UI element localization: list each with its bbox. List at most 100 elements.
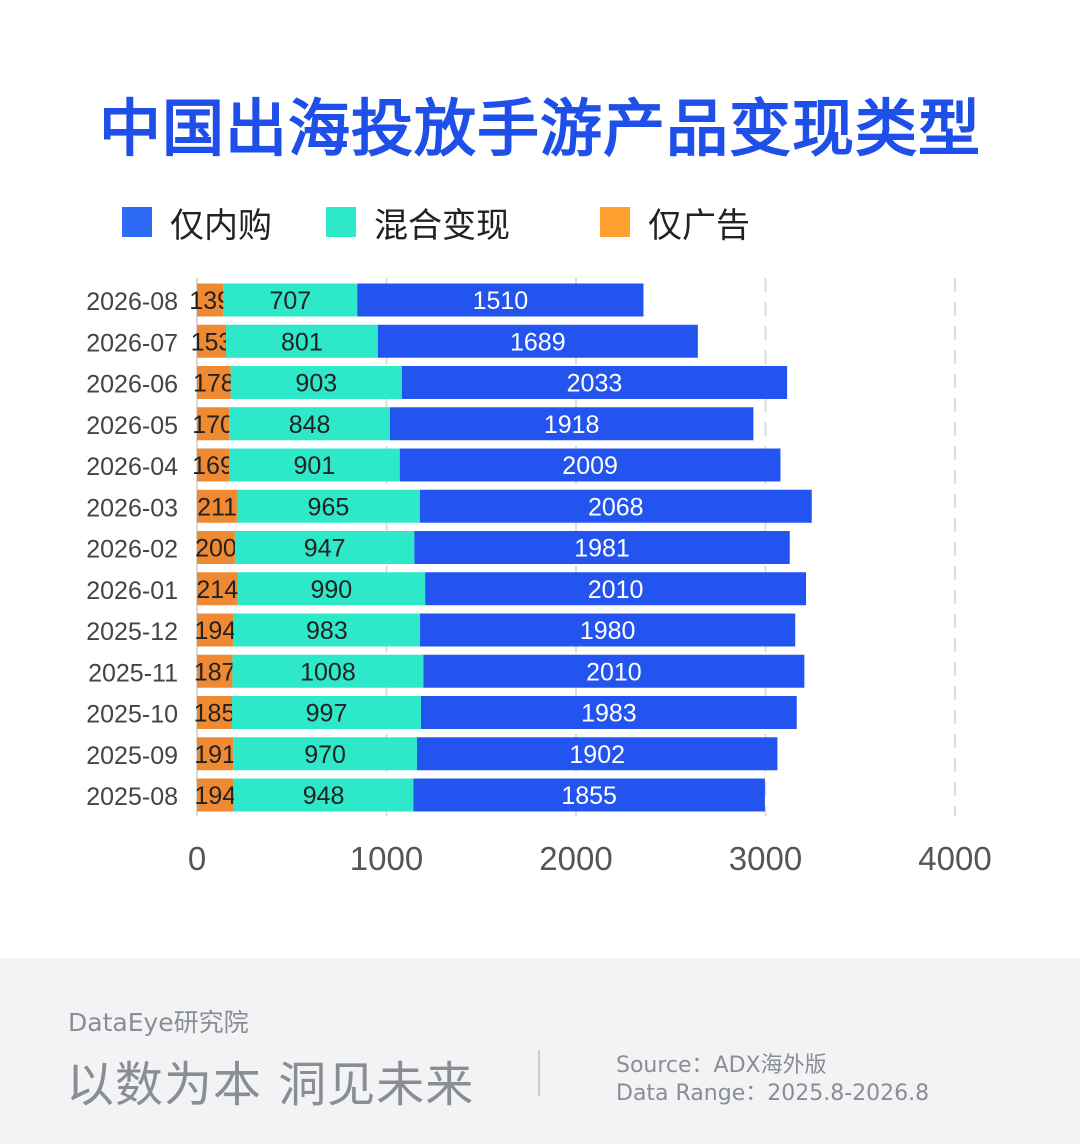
data-label-2025-09-2: 1902 [569,741,625,769]
data-label-2026-04-1: 901 [294,452,336,480]
y-tick-label-2025-11: 2025-11 [88,659,178,687]
bar-segment-2026-07-2 [377,324,698,358]
bar-segment-2025-12-0 [197,613,234,647]
y-tick-label-2026-05: 2026-05 [86,412,178,440]
data-label-2026-05-1: 848 [289,411,331,439]
data-label-2026-04-2: 2009 [562,452,618,480]
legend-item-ads-only: 仅广告 [600,200,750,246]
data-label-2025-10-1: 997 [306,700,348,728]
x-tick-label-4000: 4000 [918,840,991,877]
bar-segment-2026-03-0 [197,489,237,523]
y-tick-label-2026-06: 2026-06 [86,371,178,399]
data-label-2026-06-1: 903 [295,370,337,398]
bar-segment-2025-09-2 [417,737,778,771]
data-label-2026-07-1: 801 [281,328,323,356]
data-label-2026-01-1: 990 [310,576,352,604]
bar-segment-2026-01-0 [197,572,238,606]
bar-segment-2025-09-1 [233,737,418,771]
bar-segment-2025-10-1 [232,696,421,729]
data-label-2026-05-2: 1918 [544,411,600,439]
y-tick-label-2025-12: 2025-12 [86,618,178,646]
bar-segment-2026-03-1 [236,489,420,523]
x-tick-label-0: 0 [188,840,206,877]
data-label-2026-04-0: 169 [192,452,234,480]
data-label-2026-01-2: 2010 [588,576,644,604]
data-label-2025-11-0: 187 [194,658,236,686]
bar-segment-2025-10-0 [197,696,233,729]
y-tick-label-2026-01: 2026-01 [86,577,178,605]
y-tick-label-2025-09: 2025-09 [86,742,178,770]
data-label-2026-08-2: 1510 [473,287,529,315]
legend-item-hybrid: 混合变现 [326,200,510,246]
data-label-2026-06-2: 2033 [567,370,623,398]
chart-title: 中国出海投放手游产品变现类型 [98,92,981,165]
y-tick-label-2026-04: 2026-04 [86,453,178,481]
bar-segment-2026-03-2 [419,489,812,523]
data-label-2025-12-1: 983 [306,617,348,645]
bar-segment-2026-06-1 [230,366,402,399]
x-tick-label-3000: 3000 [729,840,802,877]
slogan: 以数为本 洞见未来 [66,1057,475,1113]
footer-divider [538,1050,540,1096]
legend-swatch-iap-only [122,207,152,237]
bar-segment-2025-09-0 [197,737,234,771]
data-label-2025-09-0: 191 [194,741,236,769]
data-label-2026-07-2: 1689 [510,328,566,356]
y-tick-label-2025-10: 2025-10 [86,701,178,729]
legend-swatch-ads-only [600,207,630,237]
bar-segment-2025-08-0 [197,778,234,812]
x-tick-label-2000: 2000 [539,840,612,877]
data-label-2026-07-0: 153 [191,328,233,356]
bar-segment-2025-10-2 [420,696,797,729]
x-tick-label-1000: 1000 [350,840,423,877]
data-label-2026-02-1: 947 [304,535,346,563]
bar-segment-2026-08-1 [223,283,358,317]
bar-segment-2025-11-0 [197,654,233,688]
bar-segment-2026-05-0 [197,407,230,441]
bar-segment-2025-11-1 [232,654,424,688]
data-label-2026-03-2: 2068 [588,493,644,521]
bar-segment-2026-01-2 [425,572,807,606]
bar-segment-2025-12-1 [233,613,421,647]
bar-segment-2026-08-0 [197,283,224,317]
bar-segment-2025-08-2 [413,778,765,812]
bar-segment-2026-04-0 [197,448,230,482]
legend-label-iap-only: 仅内购 [170,205,272,246]
bar-segment-2026-06-0 [197,366,231,399]
y-tick-label-2026-03: 2026-03 [86,494,178,522]
bar-segment-2026-02-2 [414,531,790,564]
data-label-2025-10-0: 185 [194,700,236,728]
data-label-2026-02-0: 200 [195,535,237,563]
bar-segment-2026-07-0 [197,324,226,358]
bar-segment-2026-02-0 [197,531,235,564]
data-label-2025-08-1: 948 [303,782,345,810]
footer-panel [0,958,1080,1144]
legend-label-ads-only: 仅广告 [648,205,750,246]
legend-label-hybrid: 混合变现 [374,205,510,246]
y-tick-label-2026-02: 2026-02 [86,536,178,564]
data-range-note: Data Range：2025.8-2026.8 [616,1081,930,1106]
legend-item-iap-only: 仅内购 [122,200,272,246]
data-label-2025-09-1: 970 [304,741,346,769]
data-label-2026-02-2: 1981 [574,535,630,563]
bar-segment-2026-04-2 [399,448,781,482]
data-label-2026-03-1: 965 [308,493,350,521]
legend-swatch-hybrid [326,207,356,237]
data-label-2026-06-0: 178 [193,370,235,398]
y-tick-label-2025-08: 2025-08 [86,783,178,811]
source-note: Source：ADX海外版 [616,1053,827,1078]
y-tick-label-2026-08: 2026-08 [86,288,178,316]
bar-segment-2026-06-2 [401,366,788,399]
data-label-2025-12-0: 194 [195,617,237,645]
bar-segment-2026-01-1 [237,572,426,606]
data-label-2026-01-0: 214 [196,576,238,604]
data-label-2025-11-1: 1008 [300,658,356,686]
data-label-2025-08-0: 194 [195,782,237,810]
bar-segment-2026-05-2 [389,407,754,441]
bar-segment-2025-11-2 [423,654,805,688]
data-label-2025-11-2: 2010 [586,658,642,686]
bar-segment-2026-07-1 [225,324,378,358]
data-label-2026-05-0: 170 [192,411,234,439]
data-label-2025-08-2: 1855 [561,782,617,810]
data-label-2026-08-1: 707 [269,287,311,315]
